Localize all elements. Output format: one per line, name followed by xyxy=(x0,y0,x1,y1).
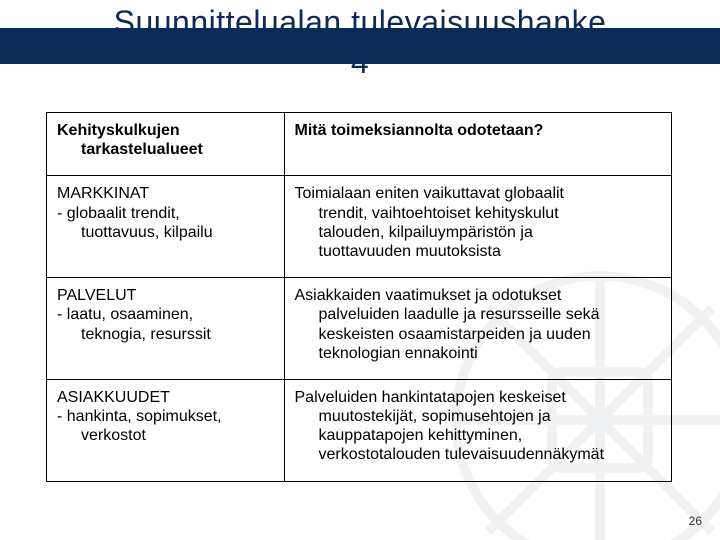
right-sub1: palveluiden laadulle ja resursseille sek… xyxy=(295,305,662,324)
left-main: PALVELUT xyxy=(57,286,274,305)
cell-right: Palveluiden hankintatapojen keskeiset mu… xyxy=(284,379,672,481)
table-row: MARKKINAT - globaalit trendit, tuottavuu… xyxy=(47,176,672,278)
header-left-main: Kehityskulkujen xyxy=(57,122,180,139)
right-sub3: verkostotalouden tulevaisuudennäkymät xyxy=(295,445,662,464)
right-sub1: trendit, vaihtoehtoiset kehityskulut xyxy=(295,204,662,223)
left-sub1: - laatu, osaaminen, xyxy=(57,305,274,324)
left-sub2: tuottavuus, kilpailu xyxy=(57,223,274,242)
table-row: PALVELUT - laatu, osaaminen, teknogia, r… xyxy=(47,278,672,380)
right-sub2: kauppatapojen kehittyminen, xyxy=(295,426,662,445)
slide-title: Suunnittelualan tulevaisuushanke 4 xyxy=(0,0,720,82)
right-sub2: keskeisten osaamistarpeiden ja uuden xyxy=(295,325,662,344)
header-left-sub: tarkastelualueet xyxy=(57,140,274,159)
left-sub1: - globaalit trendit, xyxy=(57,204,274,223)
header-cell-left: Kehityskulkujen tarkastelualueet xyxy=(47,113,285,176)
left-sub2: verkostot xyxy=(57,426,274,445)
right-sub2: talouden, kilpailuympäristön ja xyxy=(295,223,662,242)
cell-right: Asiakkaiden vaatimukset ja odotukset pal… xyxy=(284,278,672,380)
right-sub1: muutostekijät, sopimusehtojen ja xyxy=(295,407,662,426)
cell-right: Toimialaan eniten vaikuttavat globaalit … xyxy=(284,176,672,278)
left-main: MARKKINAT xyxy=(57,184,274,203)
cell-left: PALVELUT - laatu, osaaminen, teknogia, r… xyxy=(47,278,285,380)
cell-left: MARKKINAT - globaalit trendit, tuottavuu… xyxy=(47,176,285,278)
title-line-2: 4 xyxy=(351,44,369,80)
left-sub1: - hankinta, sopimukset, xyxy=(57,407,274,426)
content-table: Kehityskulkujen tarkastelualueet Mitä to… xyxy=(46,112,672,482)
title-line-1: Suunnittelualan tulevaisuushanke xyxy=(114,4,607,40)
table-row: ASIAKKUUDET - hankinta, sopimukset, verk… xyxy=(47,379,672,481)
left-main: ASIAKKUUDET xyxy=(57,388,274,407)
right-sub3: teknologian ennakointi xyxy=(295,344,662,363)
cell-left: ASIAKKUUDET - hankinta, sopimukset, verk… xyxy=(47,379,285,481)
left-sub2: teknogia, resurssit xyxy=(57,325,274,344)
right-main: Toimialaan eniten vaikuttavat globaalit xyxy=(295,184,662,203)
right-main: Asiakkaiden vaatimukset ja odotukset xyxy=(295,286,662,305)
right-main: Palveluiden hankintatapojen keskeiset xyxy=(295,388,662,407)
slide-number: 26 xyxy=(689,514,702,528)
right-sub3: tuottavuuden muutoksista xyxy=(295,242,662,261)
header-right-main: Mitä toimeksiannolta odotetaan? xyxy=(295,122,544,139)
header-cell-right: Mitä toimeksiannolta odotetaan? xyxy=(284,113,672,176)
table-header-row: Kehityskulkujen tarkastelualueet Mitä to… xyxy=(47,113,672,176)
